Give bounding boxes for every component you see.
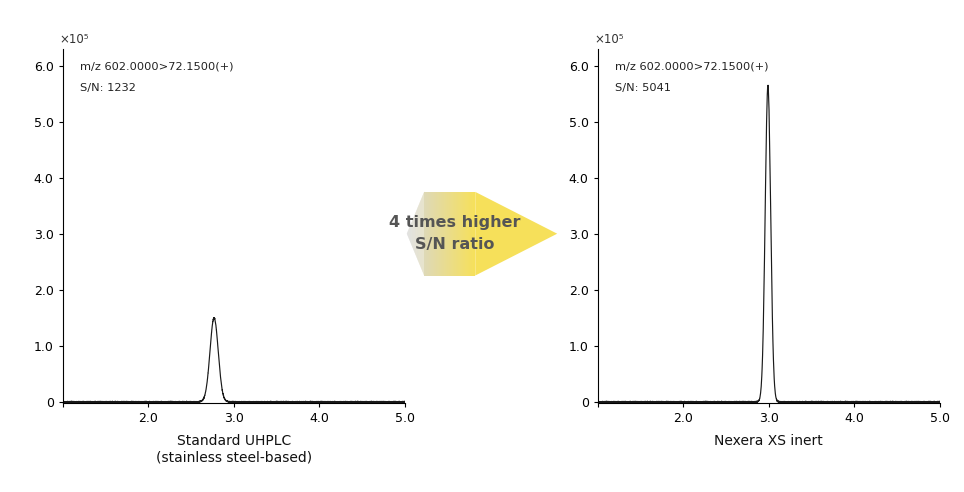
Text: ×10⁵: ×10⁵ (59, 32, 89, 46)
Text: m/z 602.0000>72.1500(+): m/z 602.0000>72.1500(+) (615, 62, 768, 72)
Text: 4 times higher: 4 times higher (388, 215, 521, 230)
Text: S/N: 1232: S/N: 1232 (80, 83, 136, 93)
X-axis label: Nexera XS inert: Nexera XS inert (714, 434, 823, 448)
Polygon shape (475, 192, 557, 276)
Text: m/z 602.0000>72.1500(+): m/z 602.0000>72.1500(+) (80, 62, 233, 72)
Text: S/N: 5041: S/N: 5041 (615, 83, 671, 93)
X-axis label: Standard UHPLC
(stainless steel-based): Standard UHPLC (stainless steel-based) (156, 434, 311, 464)
Text: S/N ratio: S/N ratio (415, 237, 495, 252)
Text: ×10⁵: ×10⁵ (594, 32, 624, 46)
